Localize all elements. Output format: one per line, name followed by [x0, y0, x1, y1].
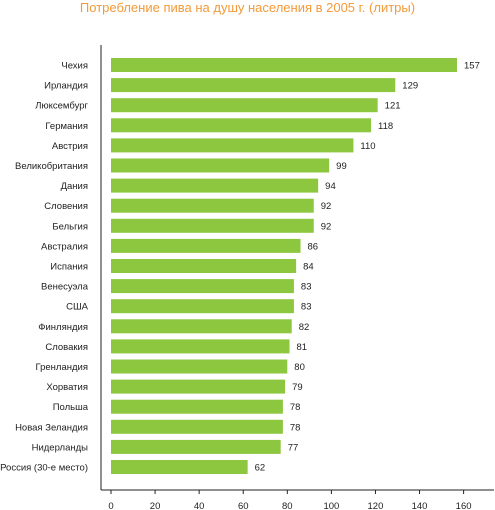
x-tick-label: 40 [194, 501, 205, 510]
bar [111, 279, 294, 294]
data-label: 82 [299, 322, 310, 333]
data-label: 118 [378, 121, 393, 132]
data-label: 84 [303, 262, 314, 273]
x-tick-label: 160 [456, 501, 472, 510]
x-tick-label: 80 [282, 501, 293, 510]
data-label: 78 [290, 422, 301, 433]
category-label: Австрия [52, 141, 88, 152]
bar [111, 238, 301, 253]
category-label: США [66, 302, 89, 313]
category-label: Великобритания [15, 161, 88, 172]
category-label: Австралия [41, 241, 88, 252]
category-label: Испания [50, 262, 88, 273]
category-label: Хорватия [46, 382, 88, 393]
bar [111, 379, 286, 394]
category-label: Бельгия [52, 221, 88, 232]
bar [111, 460, 248, 474]
x-tick-label: 140 [412, 501, 428, 510]
data-label: 86 [308, 241, 319, 252]
x-tick-label: 0 [108, 501, 113, 510]
data-label: 79 [292, 382, 303, 393]
bar [111, 259, 297, 273]
chart-title: Потребление пива на душу населения в 200… [79, 0, 416, 15]
bar [111, 178, 319, 193]
bars-layer [111, 58, 457, 474]
category-label: Россия (30-е место) [0, 463, 88, 474]
data-label: 94 [325, 181, 336, 192]
x-tick-label: 100 [323, 501, 339, 510]
bar [111, 359, 288, 374]
category-label: Венесуэла [41, 282, 89, 293]
bar [111, 138, 354, 153]
data-label: 157 [464, 61, 480, 72]
bar [111, 319, 292, 334]
x-tick-label: 120 [368, 501, 384, 510]
data-label: 121 [385, 101, 401, 112]
bar [111, 339, 290, 354]
category-label: Гренландия [36, 362, 89, 373]
category-label: Германия [45, 121, 88, 132]
x-tick-label: 20 [150, 501, 161, 510]
bar [111, 399, 283, 414]
axis-layer: 0 20 40 60 80 100 120 140 160 [100, 45, 494, 510]
data-label: 83 [301, 302, 312, 313]
bar [111, 158, 330, 173]
bar [111, 198, 314, 213]
category-label: Люксембург [35, 101, 88, 112]
data-label: 78 [290, 402, 301, 413]
bar [111, 78, 396, 93]
bar [111, 58, 457, 72]
category-label: Дания [61, 181, 88, 192]
category-label: Словакия [45, 342, 88, 353]
bar [111, 439, 281, 454]
data-label: 77 [288, 442, 299, 453]
category-label: Чехия [61, 61, 88, 72]
bar [111, 218, 314, 233]
data-label: 110 [360, 141, 375, 152]
category-label: Словения [44, 201, 88, 212]
bar [111, 299, 294, 314]
category-label: Нидерланды [32, 442, 89, 453]
bar [111, 419, 283, 434]
bar [111, 118, 372, 133]
data-label: 92 [321, 221, 332, 232]
x-tick-label: 60 [238, 501, 249, 510]
category-label: Новая Зеландия [15, 422, 88, 433]
data-label: 80 [294, 362, 305, 373]
data-label: 129 [402, 81, 418, 92]
data-label: 62 [255, 463, 266, 474]
category-label: Финляндия [38, 322, 88, 333]
bar [111, 98, 378, 113]
data-label: 81 [297, 342, 308, 353]
labels-layer: Чехия 157 Ирландия 129 Люксембург 121 Германия… [0, 61, 480, 474]
data-label: 92 [321, 201, 332, 212]
data-label: 99 [336, 161, 347, 172]
data-label: 83 [301, 282, 312, 293]
category-label: Польша [53, 402, 89, 413]
category-label: Ирландия [44, 81, 88, 92]
